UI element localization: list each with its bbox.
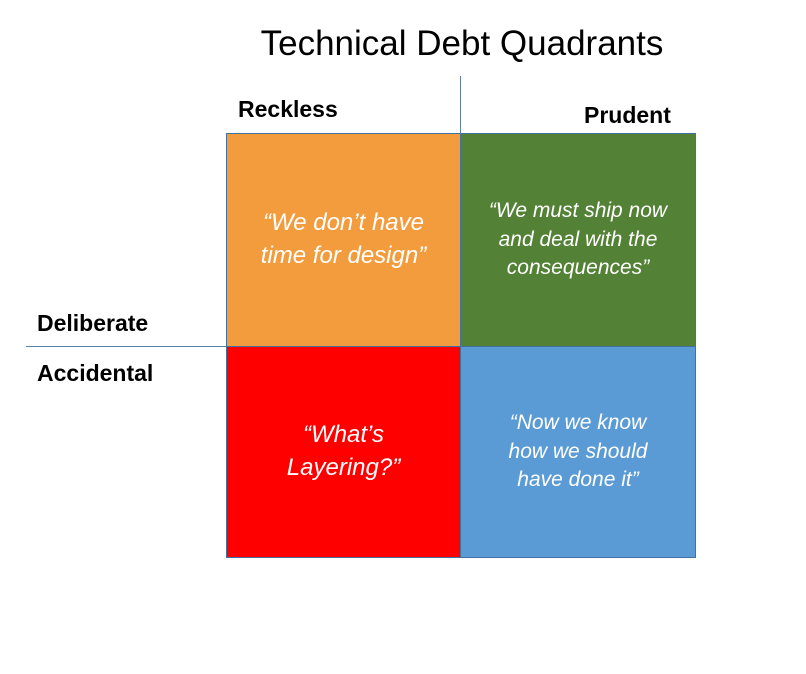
prudent-label: Prudent [584, 102, 671, 128]
quadrant-prudent-deliberate: “We must ship now and deal with the cons… [460, 133, 696, 347]
quadrant-quote: “Now we know how we should have done it” [508, 411, 648, 492]
deliberate-label: Deliberate [37, 310, 149, 336]
reckless-label: Reckless [238, 96, 338, 122]
horizontal-axis-line [26, 346, 226, 347]
accidental-label: Accidental [37, 360, 154, 386]
quadrant-reckless-accidental: “What’s Layering?” [226, 346, 461, 558]
quadrant-reckless-deliberate: “We don’t have time for design” [226, 133, 461, 347]
quadrant-prudent-accidental: “Now we know how we should have done it” [460, 346, 696, 558]
quadrant-quote: “We must ship now and deal with the cons… [488, 199, 668, 280]
quadrant-quote: “What’s Layering?” [286, 421, 401, 481]
diagram-title: Technical Debt Quadrants [260, 24, 664, 63]
quadrant-quote: “We don’t have time for design” [260, 209, 427, 269]
vertical-axis-line [460, 76, 461, 134]
